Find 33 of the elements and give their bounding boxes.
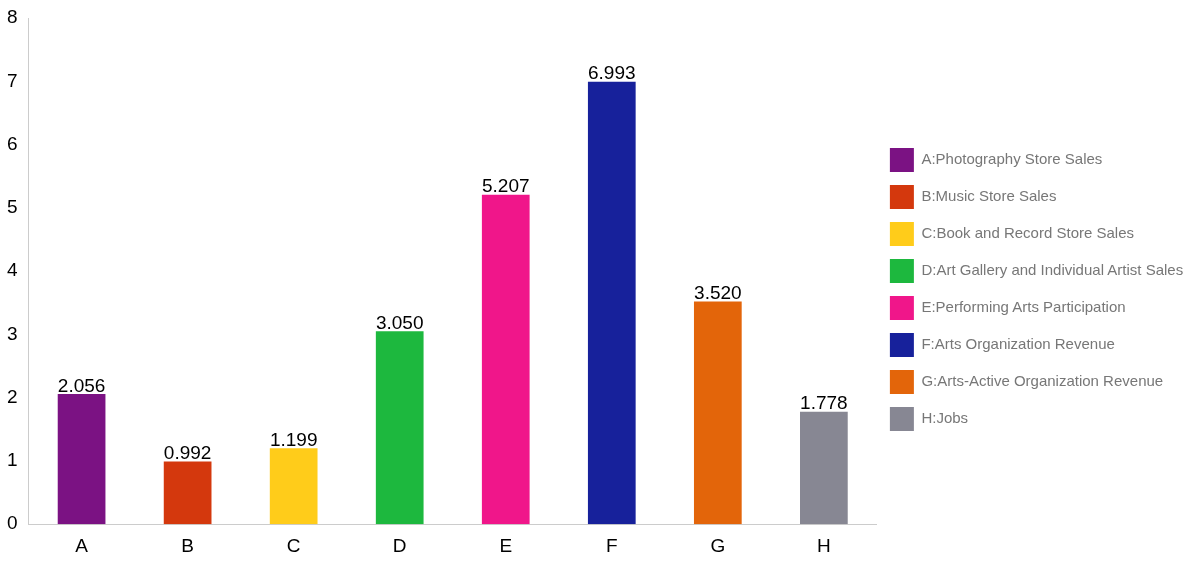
data-label: 3.520 [694, 282, 742, 304]
y-tick-label: 7 [6, 69, 18, 91]
legend-label: A:Photography Store Sales [921, 150, 1103, 168]
x-tick-label: F [605, 534, 618, 556]
y-tick-label: 6 [6, 132, 18, 154]
y-tick-label: 5 [6, 196, 18, 218]
legend-label: G:Arts-Active Organization Revenue [921, 372, 1164, 390]
x-tick-label: A [75, 534, 89, 556]
legend-label: D:Art Gallery and Individual Artist Sales [921, 261, 1184, 279]
y-tick-label: 8 [6, 6, 18, 28]
data-label: 0.992 [163, 442, 212, 464]
legend-label: H:Jobs [921, 409, 969, 427]
data-label: 1.778 [800, 392, 848, 414]
x-tick-label: B [181, 534, 194, 556]
legend-label: E:Performing Arts Participation [921, 298, 1126, 316]
legend-label: B:Music Store Sales [921, 187, 1057, 205]
data-label: 3.050 [375, 311, 424, 333]
x-tick-label: G [710, 534, 726, 556]
legend-label: C:Book and Record Store Sales [921, 224, 1135, 242]
data-label: 6.993 [588, 62, 636, 84]
x-tick-label: D [392, 534, 407, 556]
y-tick-label: 1 [6, 449, 18, 471]
x-tick-label: E [499, 534, 513, 556]
x-tick-label: C [286, 534, 301, 556]
legend-label: F:Arts Organization Revenue [921, 335, 1115, 353]
y-tick-label: 4 [6, 259, 18, 281]
data-label: 5.207 [481, 175, 530, 197]
data-label: 2.056 [57, 374, 106, 396]
y-tick-label: 0 [6, 512, 18, 534]
y-tick-label: 2 [6, 385, 18, 407]
y-tick-label: 3 [6, 322, 18, 344]
x-tick-label: H [817, 534, 831, 556]
data-label: 1.199 [269, 429, 318, 451]
